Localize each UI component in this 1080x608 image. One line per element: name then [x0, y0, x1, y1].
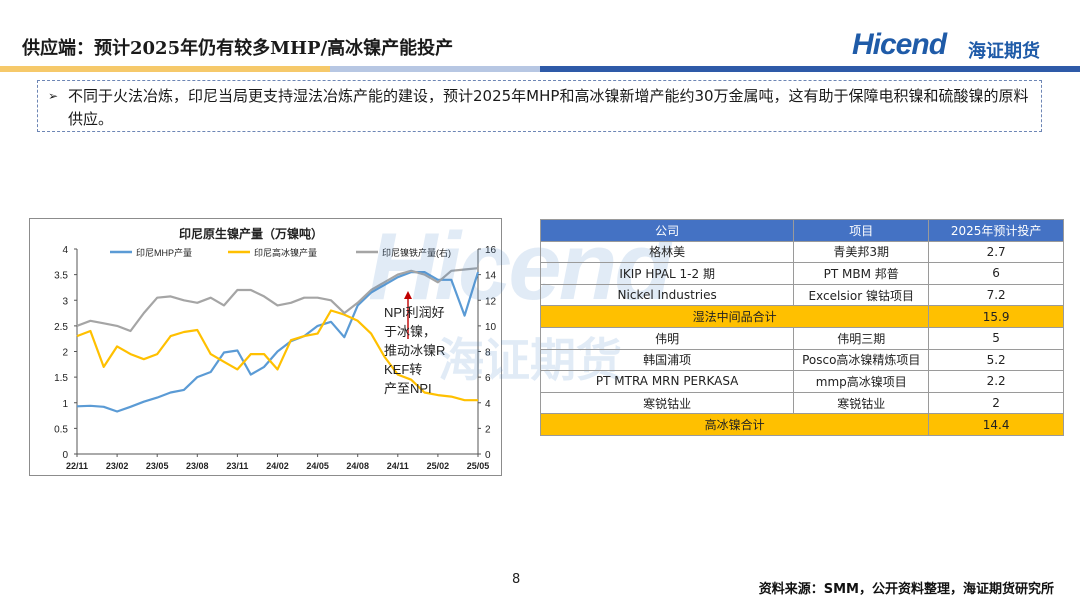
table-row: IKIP HPAL 1-2 期 PT MBM 邦普 6 [539, 262, 1064, 285]
cell-value: 5.2 [928, 348, 1064, 372]
cell-value: 5 [928, 326, 1064, 350]
nickel-output-chart: 印尼原生镍产量（万镍吨） 0 0.5 1 1.5 2 2.5 3 3.5 4 0 2 4 6 8 10 12 14… [29, 218, 502, 476]
x-tick-label: 24/11 [387, 461, 409, 471]
y-left-tick-label: 0 [62, 450, 68, 461]
y-right-tick-label: 4 [485, 399, 491, 410]
x-tick-label: 23/11 [226, 461, 248, 471]
cell-project: Posco高冰镍精炼项目 [793, 348, 930, 372]
cell-value: 7.2 [928, 283, 1064, 307]
cell-project: PT MBM 邦普 [793, 262, 930, 285]
y-left-tick-label: 3 [62, 296, 68, 307]
y-left-tick-label: 1 [62, 399, 68, 410]
chart-title: 印尼原生镍产量（万镍吨） [179, 226, 323, 241]
table-row: PT MTRA MRN PERKASA mmp高冰镍项目 2.2 [539, 370, 1064, 393]
cell-project: 伟明三期 [793, 326, 930, 350]
logo-chinese-name: 海证期货 [968, 41, 1040, 62]
cell-company: 寒锐钴业 [539, 391, 795, 415]
subtotal-row: 高冰镍合计 14.4 [539, 413, 1064, 436]
summary-box: ➢ 不同于火法冶炼，印尼当局更支持湿法冶炼产能的建设，预计2025年MHP和高冰… [37, 80, 1042, 132]
table-row: 韩国浦项 Posco高冰镍精炼项目 5.2 [539, 348, 1064, 372]
cell-company: PT MTRA MRN PERKASA [539, 370, 795, 393]
y-left-tick-label: 2.5 [54, 322, 68, 333]
cell-project: 寒锐钴业 [793, 391, 930, 415]
x-tick-label: 23/02 [106, 461, 129, 471]
cell-subtotal-label: 湿法中间品合计 [539, 305, 930, 328]
table-row: Nickel Industries Excelsior 镍钴项目 7.2 [539, 283, 1064, 307]
y-right-tick-label: 8 [485, 348, 491, 359]
series-line-2 [76, 309, 478, 402]
capacity-table: 公司 项目 2025年预计投产 格林美 青美邦3期 2.7 IKIP HPAL … [539, 219, 1064, 436]
cell-project: 青美邦3期 [793, 240, 930, 264]
cell-value: 2 [928, 391, 1064, 415]
cell-value: 2.7 [928, 240, 1064, 264]
x-tick-label: 24/08 [346, 461, 369, 471]
cell-value: 6 [928, 262, 1064, 285]
header-project: 项目 [793, 219, 930, 242]
legend-label: 印尼高冰镍产量 [254, 247, 317, 258]
cell-project: mmp高冰镍项目 [793, 370, 930, 393]
page-number: 8 [512, 572, 521, 587]
x-tick-label: 24/05 [306, 461, 329, 471]
y-left-tick-label: 0.5 [54, 424, 68, 435]
y-left-tick-label: 2 [62, 348, 68, 359]
company-logo: Hicend 海证期货 [852, 28, 1057, 68]
source-note: 资料来源：SMM，公开资料整理，海证期货研究所 [758, 582, 1054, 597]
y-right-tick-label: 16 [485, 245, 497, 256]
series-line-3 [76, 267, 479, 333]
y-right-tick-label: 10 [485, 322, 497, 333]
cell-company: 韩国浦项 [539, 348, 795, 372]
y-left-tick-label: 1.5 [54, 373, 68, 384]
cell-subtotal-value: 15.9 [928, 305, 1064, 328]
x-tick-label: 23/08 [186, 461, 209, 471]
chart-svg: 印尼原生镍产量（万镍吨） 0 0.5 1 1.5 2 2.5 3 3.5 4 0 2 4 6 8 10 12 14… [54, 226, 497, 471]
series-line-1 [76, 270, 480, 413]
y-left-tick-label: 3.5 [54, 271, 68, 282]
y-right-tick-label: 0 [485, 450, 491, 461]
y-right-tick-label: 14 [485, 271, 497, 282]
y-right-tick-label: 12 [485, 296, 497, 307]
x-tick-label: 25/05 [467, 461, 490, 471]
logo-wordmark: Hicend [852, 28, 947, 61]
x-tick-label: 25/02 [427, 461, 450, 471]
subtotal-row: 湿法中间品合计 15.9 [539, 305, 1064, 328]
legend-label: 印尼MHP产量 [136, 247, 192, 258]
header-capacity: 2025年预计投产 [928, 219, 1064, 242]
bullet-arrow-icon: ➢ [48, 89, 59, 103]
y-right-tick-label: 6 [485, 373, 491, 384]
annotation-arrow-head [404, 291, 412, 299]
header-color-band [0, 66, 1080, 72]
y-left-tick-label: 4 [62, 245, 68, 256]
cell-subtotal-value: 14.4 [928, 413, 1064, 436]
table-header-row: 公司 项目 2025年预计投产 [539, 219, 1064, 242]
cell-company: IKIP HPAL 1-2 期 [539, 262, 795, 285]
legend-label: 印尼镍铁产量(右) [382, 247, 451, 258]
table-row: 寒锐钴业 寒锐钴业 2 [539, 391, 1064, 415]
cell-company: 伟明 [539, 326, 795, 350]
chart-annotation: NPI利润好于冰镍，推动冰镍R KEF转产至NPI [384, 305, 445, 396]
table-row: 伟明 伟明三期 5 [539, 326, 1064, 350]
table-row: 格林美 青美邦3期 2.7 [539, 240, 1064, 264]
x-tick-label: 22/11 [66, 461, 88, 471]
x-tick-label: 24/02 [266, 461, 289, 471]
y-right-tick-label: 2 [485, 424, 491, 435]
x-tick-label: 23/05 [146, 461, 169, 471]
cell-project: Excelsior 镍钴项目 [793, 283, 930, 307]
cell-value: 2.2 [928, 370, 1064, 393]
summary-text: 不同于火法冶炼，印尼当局更支持湿法冶炼产能的建设，预计2025年MHP和高冰镍新… [68, 87, 1029, 128]
header-company: 公司 [539, 219, 795, 242]
cell-company: Nickel Industries [539, 283, 795, 307]
page-title: 供应端：预计2025年仍有较多MHP/高冰镍产能投产 [22, 38, 454, 59]
cell-subtotal-label: 高冰镍合计 [539, 413, 930, 436]
cell-company: 格林美 [539, 240, 795, 264]
